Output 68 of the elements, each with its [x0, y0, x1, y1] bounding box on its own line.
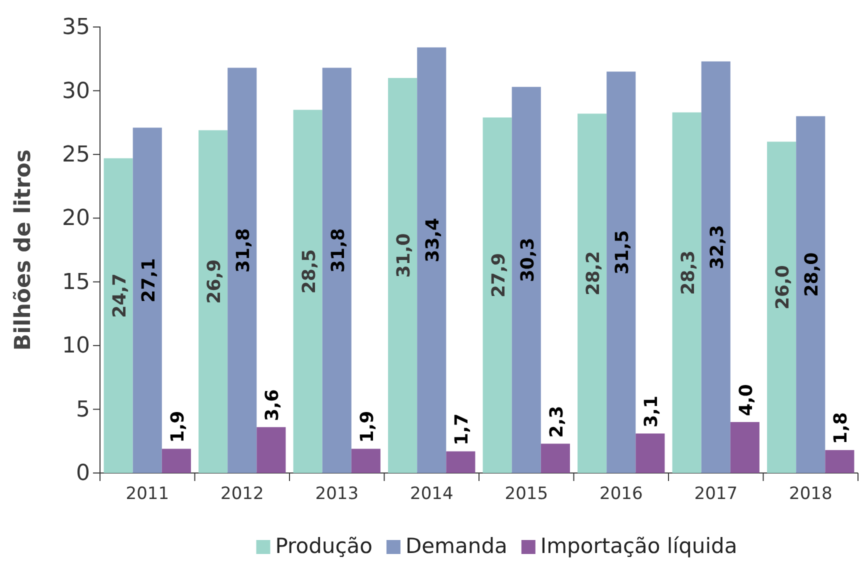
x-tick-label: 2016	[599, 484, 643, 504]
y-tick-label: 25	[62, 142, 90, 168]
data-label: 26,9	[204, 259, 226, 304]
data-label: 26,0	[772, 265, 794, 310]
bar	[825, 450, 854, 473]
legend-label: Produção	[275, 534, 372, 558]
x-tick-label: 2013	[315, 484, 359, 504]
y-tick-label: 0	[76, 461, 90, 486]
bar	[796, 116, 826, 473]
bar	[636, 433, 665, 473]
bar	[446, 451, 476, 473]
bar	[730, 422, 760, 473]
x-tick-label: 2012	[220, 484, 264, 504]
x-tick-label: 2018	[788, 484, 832, 504]
x-tick-label: 2015	[504, 484, 548, 504]
bar	[482, 117, 512, 473]
bar	[767, 142, 796, 473]
y-axis-title: Bilhões de litros	[11, 149, 36, 351]
data-label: 2,3	[546, 406, 568, 438]
bar	[512, 86, 541, 473]
legend-label: Demanda	[405, 534, 508, 558]
data-label: 31,8	[328, 228, 349, 273]
data-label: 30,3	[517, 238, 538, 282]
data-label: 28,0	[802, 252, 823, 297]
y-tick-label: 10	[62, 334, 90, 359]
x-tick-label: 2011	[126, 484, 170, 504]
data-label: 33,4	[422, 218, 444, 262]
bar	[256, 427, 286, 473]
data-label: 4,0	[736, 384, 757, 416]
data-label: 27,9	[488, 253, 510, 298]
data-label: 28,5	[298, 249, 320, 294]
bar	[104, 158, 133, 473]
bar	[132, 128, 162, 473]
legend-label: Importação líquida	[540, 534, 738, 558]
data-label: 1,9	[167, 410, 188, 443]
data-label: 1,8	[830, 412, 852, 444]
data-label: 31,5	[612, 230, 634, 275]
data-label: 27,1	[138, 258, 160, 303]
bar	[540, 444, 570, 473]
data-label: 31,0	[394, 233, 415, 278]
y-tick-label: 15	[62, 270, 90, 295]
data-label: 1,9	[356, 410, 378, 443]
bar	[672, 112, 702, 473]
bar	[578, 114, 607, 473]
bar	[388, 78, 418, 473]
bar	[606, 72, 636, 473]
y-tick-label: 35	[62, 15, 90, 40]
bar	[417, 47, 446, 473]
data-label: 32,3	[706, 224, 728, 270]
y-tick-label: 30	[62, 78, 90, 104]
bar	[293, 110, 322, 473]
bar	[198, 130, 228, 473]
x-tick-label: 2017	[694, 484, 738, 504]
data-label: 31,8	[233, 228, 254, 273]
bar	[351, 448, 380, 473]
data-label: 3,1	[641, 396, 662, 428]
bar	[701, 61, 730, 473]
x-tick-label: 2014	[410, 484, 454, 504]
bar	[322, 68, 352, 473]
y-tick-label: 5	[76, 397, 90, 422]
data-label: 28,3	[678, 250, 699, 295]
data-label: 1,7	[452, 413, 473, 446]
bar	[228, 68, 257, 473]
data-label: 28,2	[583, 251, 604, 296]
data-label: 24,7	[109, 273, 130, 318]
bar	[162, 448, 191, 473]
data-label: 3,6	[262, 389, 284, 422]
y-tick-label: 20	[62, 206, 90, 232]
